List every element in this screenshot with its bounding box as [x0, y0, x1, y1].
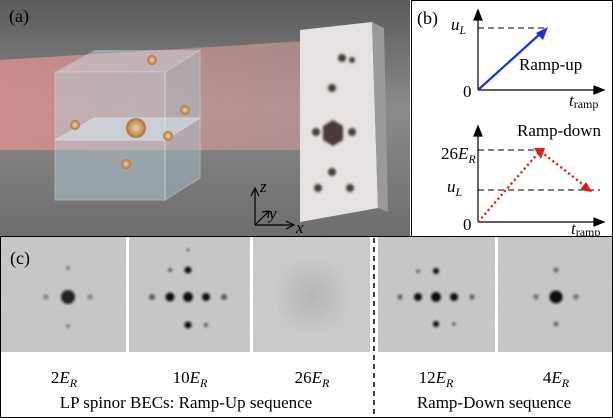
number: 2 [51, 368, 60, 387]
caption: Ramp-Down sequence [417, 393, 571, 412]
symbol: E [189, 368, 201, 387]
origin-label: 0 [463, 215, 472, 234]
panel-label: (c) [10, 248, 30, 269]
panel-label: (b) [417, 8, 438, 29]
symbol: E [311, 368, 323, 387]
origin-label: 0 [463, 82, 472, 101]
subscript: R [445, 376, 454, 390]
atom [180, 105, 190, 115]
subscript: R [561, 376, 570, 390]
atom [126, 118, 146, 138]
axis-label: x [295, 218, 304, 237]
atom [147, 55, 157, 65]
atom [163, 131, 173, 141]
image-5 [498, 237, 612, 352]
curve-title: Ramp-up [519, 55, 582, 74]
panel-label: (a) [9, 6, 29, 27]
subscript: R [69, 376, 78, 390]
subscript: R [199, 376, 208, 390]
panel-border [412, 1, 613, 237]
image-3 [253, 237, 370, 352]
axis-label: y [267, 204, 277, 223]
subscript: R [321, 376, 330, 390]
atom [70, 120, 80, 130]
atom [121, 159, 131, 169]
symbol: E [550, 368, 562, 387]
image-4 [378, 237, 495, 352]
number: 26 [441, 144, 458, 163]
panel-b: (b) uL Ramp-up 0 tramp 26ER uL Ramp-down… [412, 1, 613, 240]
figure: z y x (a) (b) uL Ramp-up 0 tramp 26ER uL… [0, 0, 613, 418]
curve-title: Ramp-down [517, 121, 602, 140]
subscript: ramp [574, 97, 599, 111]
number: 12 [419, 368, 436, 387]
image-2 [129, 237, 250, 352]
subscript: L [455, 185, 463, 199]
symbol: E [58, 368, 70, 387]
number: 26 [295, 368, 312, 387]
number: 10 [173, 368, 190, 387]
subscript: L [459, 23, 467, 37]
page: z y x (a) (b) uL Ramp-up 0 tramp 26ER uL… [0, 0, 613, 418]
screen [300, 22, 378, 222]
subscript: R [467, 152, 476, 166]
symbol: u [451, 15, 460, 34]
axis-label: z [259, 177, 267, 196]
caption: LP spinor BECs: Ramp-Up sequence [60, 393, 312, 412]
panel-a: z y x (a) [0, 0, 410, 237]
symbol: u [447, 177, 456, 196]
symbol: E [435, 368, 447, 387]
symbol: E [457, 144, 469, 163]
